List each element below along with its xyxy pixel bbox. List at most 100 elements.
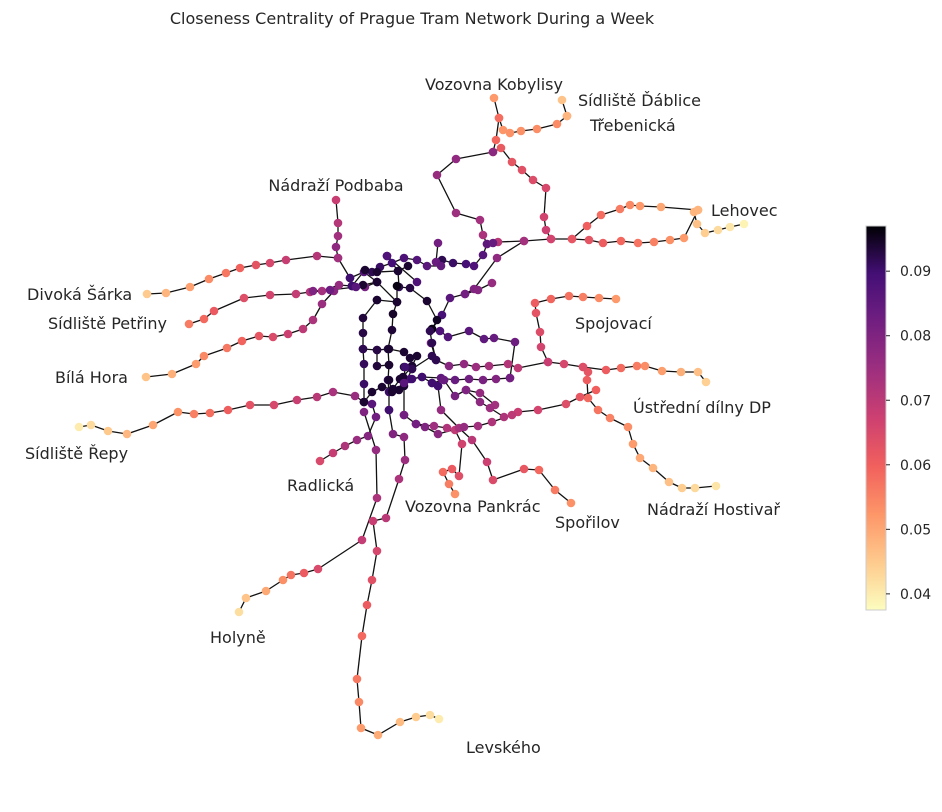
tram-stop-node bbox=[433, 429, 443, 439]
tram-edge bbox=[458, 443, 463, 477]
tram-stop-node bbox=[516, 126, 526, 136]
tram-stop-node bbox=[363, 431, 373, 441]
tram-stop-node bbox=[412, 255, 422, 265]
tram-stop-node bbox=[665, 235, 675, 245]
tram-stop-node bbox=[536, 342, 546, 352]
tram-stop-node bbox=[331, 195, 341, 205]
tram-stop-node bbox=[199, 351, 209, 361]
tram-edge bbox=[471, 439, 488, 463]
tram-stop-node bbox=[354, 697, 364, 707]
tram-stop-node bbox=[387, 258, 397, 268]
tram-stop-node bbox=[475, 215, 485, 225]
tram-stop-node bbox=[299, 568, 309, 578]
tram-stop-node bbox=[578, 292, 588, 302]
tram-edge bbox=[455, 151, 494, 160]
tram-stop-node bbox=[533, 405, 543, 415]
tram-stop-node bbox=[448, 258, 458, 268]
tram-stop-node bbox=[701, 377, 711, 387]
tram-stop-node bbox=[400, 362, 410, 372]
tram-edge bbox=[145, 373, 173, 378]
tram-stop-node bbox=[582, 375, 592, 385]
label-vozovna-kobylisy: Vozovna Kobylisy bbox=[425, 75, 563, 94]
tram-stop-node bbox=[223, 405, 233, 415]
tram-stop-node bbox=[403, 261, 413, 271]
colorbar-gradient bbox=[865, 225, 887, 611]
tram-stop-node bbox=[713, 225, 723, 235]
figure-title: Closeness Centrality of Prague Tram Netw… bbox=[170, 9, 655, 28]
tram-stop-node bbox=[382, 251, 392, 261]
tram-stop-node bbox=[550, 485, 560, 495]
tram-edge bbox=[213, 297, 245, 312]
tram-stop-node bbox=[312, 392, 322, 402]
tram-stop-node bbox=[434, 714, 444, 724]
tram-stop-node bbox=[656, 202, 666, 212]
tram-stop-node bbox=[425, 710, 435, 720]
tram-stop-node bbox=[467, 435, 477, 445]
tram-stop-node bbox=[237, 336, 247, 346]
tram-stop-node bbox=[387, 325, 397, 335]
tram-stop-node bbox=[328, 387, 338, 397]
tram-stop-node bbox=[372, 493, 382, 503]
tram-stop-node bbox=[436, 261, 446, 271]
label-sporilov: Spořilov bbox=[555, 513, 620, 532]
tram-stop-node bbox=[596, 210, 606, 220]
tram-stop-node bbox=[358, 313, 368, 323]
tram-stop-node bbox=[519, 236, 529, 246]
tram-stop-node bbox=[503, 359, 513, 369]
tram-stop-node bbox=[611, 294, 621, 304]
tram-stop-node bbox=[394, 385, 404, 395]
tram-stop-node bbox=[399, 432, 409, 442]
tram-stop-node bbox=[367, 399, 377, 409]
tram-stop-node bbox=[372, 277, 382, 287]
tram-stop-node bbox=[368, 516, 378, 526]
tram-stop-node bbox=[578, 362, 588, 372]
tram-stop-node bbox=[331, 242, 341, 252]
tram-stop-node bbox=[584, 235, 594, 245]
tram-stop-node bbox=[362, 600, 372, 610]
tram-stop-node bbox=[425, 326, 435, 336]
tram-stop-node bbox=[86, 420, 96, 430]
tram-stop-node bbox=[317, 299, 327, 309]
tram-stop-node bbox=[334, 280, 344, 290]
tram-stop-node bbox=[399, 378, 409, 388]
tram-stop-node bbox=[268, 332, 278, 342]
tram-stop-node bbox=[429, 421, 439, 431]
colorbar-tick-label: 0.08 bbox=[900, 329, 931, 345]
tram-stop-node bbox=[358, 280, 368, 290]
colorbar: 0.04 0.05 0.06 0.07 0.08 0.09 bbox=[865, 225, 931, 611]
tram-stop-node bbox=[657, 366, 667, 376]
tram-stop-node bbox=[539, 212, 549, 222]
tram-stop-node bbox=[492, 253, 502, 263]
tram-stop-node bbox=[598, 238, 608, 248]
tram-stop-node bbox=[543, 357, 553, 367]
tram-stop-node bbox=[444, 479, 454, 489]
tram-stop-node bbox=[494, 113, 504, 123]
tram-stop-node bbox=[485, 403, 495, 413]
tram-stop-node bbox=[464, 374, 474, 384]
tram-stop-node bbox=[286, 570, 296, 580]
tram-stop-node bbox=[209, 306, 219, 316]
tram-stop-node bbox=[559, 359, 569, 369]
colorbar-tick-label: 0.09 bbox=[900, 264, 931, 280]
tram-stop-node bbox=[567, 234, 577, 244]
tram-stop-node bbox=[532, 124, 542, 134]
tram-stop-node bbox=[601, 365, 611, 375]
tram-stop-node bbox=[513, 363, 523, 373]
tram-stop-node bbox=[372, 267, 382, 277]
tram-stop-node bbox=[384, 405, 394, 415]
colorbar-tick-label: 0.07 bbox=[900, 393, 931, 409]
tram-stop-node bbox=[478, 375, 488, 385]
tram-stop-node bbox=[546, 294, 556, 304]
label-nadrazi-hostivar: Nádraží Hostivař bbox=[647, 500, 780, 519]
tram-edge bbox=[385, 478, 400, 519]
tram-stop-node bbox=[436, 405, 446, 415]
tram-stop-node bbox=[517, 165, 527, 175]
tram-edge bbox=[376, 281, 398, 303]
tram-stop-node bbox=[345, 273, 355, 283]
tram-stop-node bbox=[451, 154, 461, 164]
tram-stop-node bbox=[484, 361, 494, 371]
tram-stop-node bbox=[692, 219, 702, 229]
tram-stop-node bbox=[582, 221, 592, 231]
tram-edge bbox=[356, 635, 363, 680]
